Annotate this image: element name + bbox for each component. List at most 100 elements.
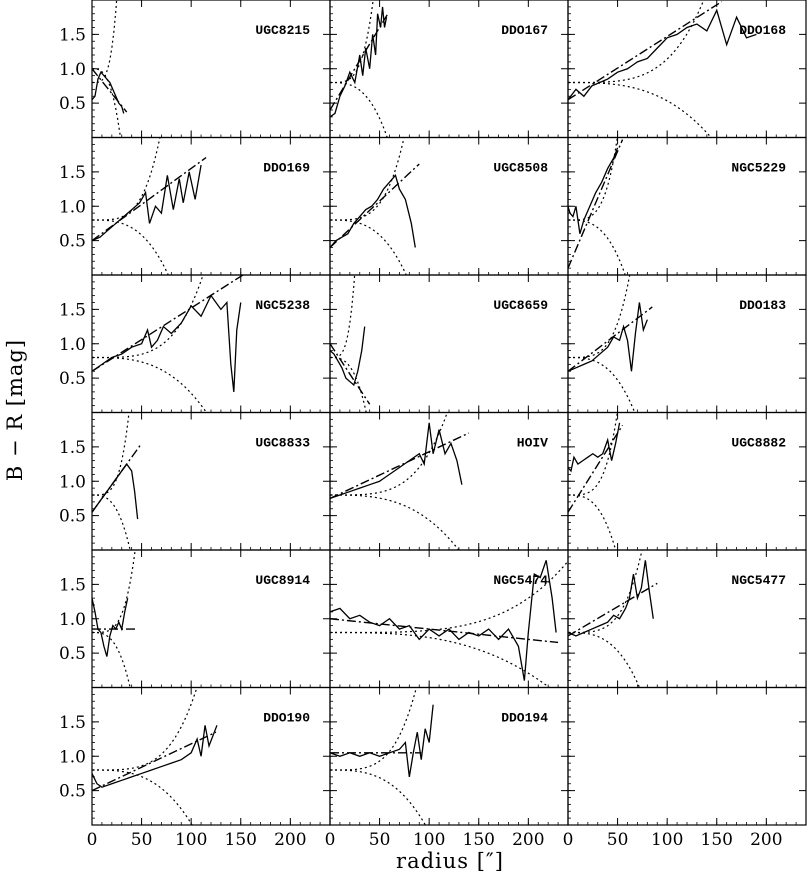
panel-ugc8508: UGC8508 [329,136,569,276]
panel-series [330,560,568,688]
model-curve [330,769,427,825]
x-tick-label: 150 [463,830,495,850]
panel-ddo183: DDO183 [567,274,807,414]
y-tick-label: 0.5 [59,782,86,802]
panel-ugc8833: 0.5 1.0 1.5 UGC8833 [59,411,331,551]
y-tick-label: 1.0 [59,335,86,355]
panel-series [568,550,658,688]
panel-series [330,412,470,550]
panel-frame [329,686,569,826]
model-curve [568,137,618,221]
galaxy-label: NGC5238 [255,298,310,313]
color-profile [330,326,366,387]
panel-frame [91,411,331,551]
panel-series [568,412,624,550]
color-profile [330,173,416,248]
panel-series [92,550,137,688]
x-tick-label: 0 [325,830,336,850]
model-curve [92,68,122,138]
model-curve [330,356,367,413]
model-curve [92,356,208,413]
model-curve [330,275,356,359]
panel-frame [567,274,807,414]
galaxy-label: DDO194 [501,711,548,726]
panel-frame [91,0,331,139]
galaxy-label: UGC8833 [255,436,310,451]
panel-series [92,687,218,825]
model-curve [330,81,388,138]
model-curve [568,0,705,84]
galaxy-label: DDO190 [263,711,310,726]
panel-series [330,0,389,138]
panel-series [92,0,128,138]
panel-series [92,137,207,275]
model-curve [330,631,551,688]
panel-ddo167: DDO167 [329,0,569,139]
y-tick-label: 1.5 [59,713,86,733]
galaxy-label: UGC8659 [493,298,548,313]
panel-frame [567,136,807,276]
panel-ngc5474: NGC5474 [329,549,569,689]
x-axis-label: radius [″] [396,849,504,873]
y-tick-label: 1.5 [59,25,86,45]
model-curve [92,550,136,634]
panel-series [92,412,143,550]
model-curve [92,137,161,221]
model-curve [92,687,198,771]
galaxy-label: NGC5477 [731,573,786,588]
model-curve [92,631,131,688]
color-profile [568,302,648,372]
panel-frame [91,686,331,826]
model-curve [330,687,418,771]
y-tick-label: 1.0 [59,610,86,630]
y-tick-label: 1.5 [59,438,86,458]
galaxy-label: DDO169 [263,161,310,176]
x-tick-label: 100 [651,830,683,850]
panel-ugc8215: 0.5 1.0 1.5 UGC8215 [59,0,331,139]
panel-frame [329,274,569,414]
model-curve [568,494,617,550]
y-tick-label: 1.5 [59,300,86,320]
y-tick-label: 0.5 [59,369,86,389]
x-tick-label: 50 [607,830,629,850]
galaxy-label: HOIV [517,436,548,451]
color-profile [92,164,202,242]
linear-fit [330,163,420,249]
panel-ugc8882: UGC8882 [567,411,807,551]
panel-ddo168: DDO168 [567,0,807,139]
color-profile [330,6,388,118]
x-tick-label: 100 [413,830,445,850]
panel-frame [567,0,807,139]
x-tick-label: 150 [701,830,733,850]
linear-fit [330,343,371,405]
color-profile [92,70,125,114]
panel-frame [329,136,569,276]
model-curve [92,275,204,359]
galaxy-label: DDO167 [501,23,548,38]
color-profile [568,147,619,234]
model-curve [92,219,169,275]
panel-ngc5229: NGC5229 [567,136,807,276]
panel-series [330,687,434,825]
x-tick-label: 50 [369,830,391,850]
model-curve [92,494,131,550]
x-tick-label: 100 [175,830,207,850]
panel-empty: 0 50 100 150 200 [563,686,807,850]
panel-series [92,275,245,413]
y-tick-label: 0.5 [59,507,86,527]
model-curve [330,494,460,550]
galaxy-label: UGC8508 [493,161,548,176]
model-curve [330,412,448,496]
model-curve [330,137,405,221]
model-curve [330,560,568,634]
panel-ugc8914: 0.5 1.0 1.5 UGC8914 [59,549,331,689]
galaxy-label: UGC8914 [255,573,310,588]
model-curve [568,550,643,634]
panel-frame [567,686,807,826]
galaxy-label: NGC5229 [731,161,786,176]
galaxy-label: DDO183 [739,298,786,313]
model-curve [568,81,712,138]
color-profile [568,422,621,473]
model-curve [92,0,118,84]
panel-grid: 0.5 1.0 1.5 UGC8215 DDO167 DDO168 0.5 1.0 1.5 DDO… [59,0,807,850]
